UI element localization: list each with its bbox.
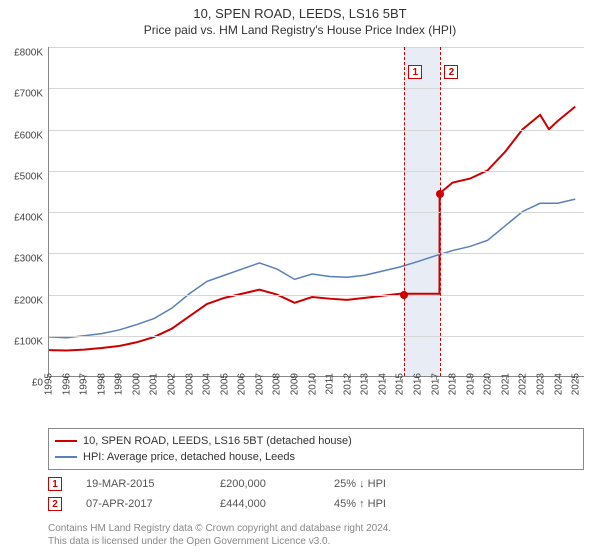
attribution-line: Contains HM Land Registry data © Crown c…	[48, 522, 584, 535]
x-tick-label: 2005	[219, 373, 230, 395]
sale-price: £444,000	[220, 498, 310, 510]
plot-region: £0£100K£200K£300K£400K£500K£600K£700K£80…	[48, 47, 584, 377]
x-tick-label: 2000	[131, 373, 142, 395]
x-tick-label: 1998	[96, 373, 107, 395]
x-tick-label: 2016	[413, 373, 424, 395]
series-line-price_paid	[49, 107, 575, 351]
sale-delta: 45% ↑ HPI	[334, 498, 386, 510]
series-line-hpi	[49, 199, 575, 338]
x-tick-label: 2022	[518, 373, 529, 395]
gridline	[49, 88, 584, 89]
gridline	[49, 336, 584, 337]
x-tick-label: 2011	[325, 373, 336, 395]
sale-date: 07-APR-2017	[86, 498, 196, 510]
legend-swatch	[55, 456, 77, 458]
x-tick-label: 1996	[61, 373, 72, 395]
legend: 10, SPEN ROAD, LEEDS, LS16 5BT (detached…	[48, 428, 584, 470]
attribution: Contains HM Land Registry data © Crown c…	[48, 522, 584, 548]
x-tick-label: 2001	[149, 373, 160, 395]
gridline	[49, 47, 584, 48]
y-tick-label: £400K	[0, 213, 43, 224]
sale-delta: 25% ↓ HPI	[334, 478, 386, 490]
x-tick-label: 2012	[342, 373, 353, 395]
sale-marker-box: 1	[408, 65, 422, 79]
gridline	[49, 212, 584, 213]
sale-marker-box: 1	[48, 477, 62, 491]
sale-date: 19-MAR-2015	[86, 478, 196, 490]
chart-subtitle: Price paid vs. HM Land Registry's House …	[0, 21, 600, 41]
sale-marker-box: 2	[48, 497, 62, 511]
x-tick-label: 2017	[430, 373, 441, 395]
x-tick-label: 2024	[553, 373, 564, 395]
x-tick-label: 2006	[237, 373, 248, 395]
legend-label: HPI: Average price, detached house, Leed…	[83, 451, 295, 463]
x-tick-label: 2023	[536, 373, 547, 395]
legend-label: 10, SPEN ROAD, LEEDS, LS16 5BT (detached…	[83, 435, 352, 447]
x-tick-label: 2019	[465, 373, 476, 395]
gridline	[49, 253, 584, 254]
y-tick-label: £0	[0, 378, 43, 389]
sale-price: £200,000	[220, 478, 310, 490]
x-tick-label: 2021	[500, 373, 511, 395]
y-tick-label: £500K	[0, 171, 43, 182]
x-tick-label: 1997	[79, 373, 90, 395]
x-tick-label: 2003	[184, 373, 195, 395]
sale-info-row: 1 19-MAR-2015 £200,000 25% ↓ HPI	[48, 474, 584, 494]
x-tick-label: 2009	[290, 373, 301, 395]
x-tick-label: 2007	[254, 373, 265, 395]
x-tick-label: 2002	[167, 373, 178, 395]
y-tick-label: £200K	[0, 295, 43, 306]
x-tick-label: 2018	[448, 373, 459, 395]
y-tick-label: £800K	[0, 48, 43, 59]
x-tick-label: 2015	[395, 373, 406, 395]
x-tick-label: 2014	[377, 373, 388, 395]
legend-item: 10, SPEN ROAD, LEEDS, LS16 5BT (detached…	[55, 433, 577, 449]
x-tick-label: 1999	[114, 373, 125, 395]
chart-title: 10, SPEN ROAD, LEEDS, LS16 5BT	[0, 0, 600, 21]
x-tick-label: 2013	[360, 373, 371, 395]
sale-vline	[404, 47, 405, 376]
sale-marker-box: 2	[444, 65, 458, 79]
y-tick-label: £100K	[0, 336, 43, 347]
gridline	[49, 171, 584, 172]
attribution-line: This data is licensed under the Open Gov…	[48, 535, 584, 548]
x-tick-label: 2025	[571, 373, 582, 395]
legend-swatch	[55, 440, 77, 442]
chart-area: £0£100K£200K£300K£400K£500K£600K£700K£80…	[48, 41, 584, 411]
gridline	[49, 295, 584, 296]
sale-dot	[436, 190, 444, 198]
gridline	[49, 130, 584, 131]
x-tick-label: 2020	[483, 373, 494, 395]
x-tick-label: 2010	[307, 373, 318, 395]
sale-vline	[440, 47, 441, 376]
sale-info-row: 2 07-APR-2017 £444,000 45% ↑ HPI	[48, 494, 584, 514]
sales-info-table: 1 19-MAR-2015 £200,000 25% ↓ HPI 2 07-APR-201…	[48, 474, 584, 514]
sale-dot	[400, 291, 408, 299]
y-tick-label: £300K	[0, 254, 43, 265]
x-tick-label: 2004	[202, 373, 213, 395]
legend-item: HPI: Average price, detached house, Leed…	[55, 449, 577, 465]
x-tick-label: 1995	[44, 373, 55, 395]
y-tick-label: £700K	[0, 89, 43, 100]
x-tick-label: 2008	[272, 373, 283, 395]
y-tick-label: £600K	[0, 130, 43, 141]
